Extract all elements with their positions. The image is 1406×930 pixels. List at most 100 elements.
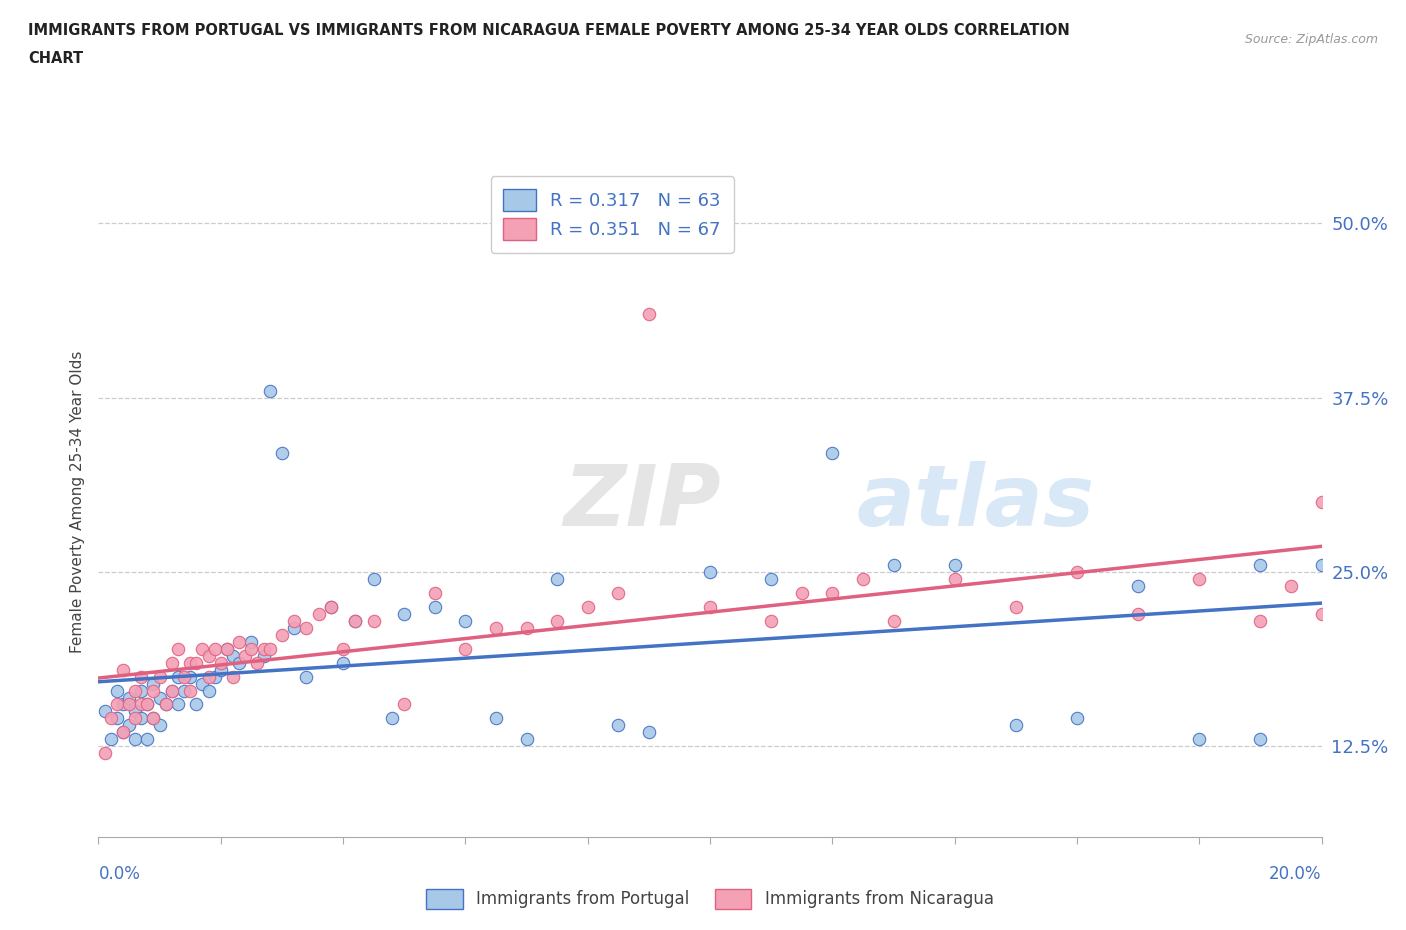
Point — [160, 656, 183, 671]
Point — [167, 642, 190, 657]
Point — [204, 642, 226, 657]
Point — [1249, 558, 1271, 573]
Text: atlas: atlas — [856, 460, 1095, 544]
Point — [160, 683, 183, 698]
Point — [215, 642, 238, 657]
Point — [155, 698, 177, 712]
Point — [252, 648, 274, 663]
Point — [943, 558, 966, 573]
Point — [392, 698, 416, 712]
Point — [516, 732, 538, 747]
Point — [699, 565, 721, 579]
Point — [1249, 732, 1271, 747]
Point — [852, 572, 875, 587]
Point — [155, 698, 177, 712]
Point — [173, 683, 195, 698]
Text: IMMIGRANTS FROM PORTUGAL VS IMMIGRANTS FROM NICARAGUA FEMALE POVERTY AMONG 25-34: IMMIGRANTS FROM PORTUGAL VS IMMIGRANTS F… — [28, 23, 1070, 38]
Point — [576, 600, 599, 615]
Point — [105, 698, 128, 712]
Point — [1310, 606, 1333, 621]
Point — [173, 670, 195, 684]
Point — [759, 572, 782, 587]
Point — [381, 711, 404, 726]
Point — [1004, 600, 1026, 615]
Point — [759, 614, 782, 629]
Text: 20.0%: 20.0% — [1270, 865, 1322, 883]
Point — [637, 725, 661, 740]
Point — [124, 683, 146, 698]
Point — [124, 711, 146, 726]
Point — [191, 642, 214, 657]
Text: CHART: CHART — [28, 51, 83, 66]
Point — [270, 628, 292, 643]
Point — [790, 586, 813, 601]
Point — [259, 383, 281, 398]
Point — [546, 572, 568, 587]
Point — [270, 446, 292, 461]
Point — [160, 683, 183, 698]
Point — [197, 683, 219, 698]
Point — [124, 732, 146, 747]
Legend: Immigrants from Portugal, Immigrants from Nicaragua: Immigrants from Portugal, Immigrants fro… — [420, 882, 1000, 916]
Point — [215, 642, 238, 657]
Point — [191, 676, 214, 691]
Point — [485, 620, 508, 635]
Point — [1188, 732, 1211, 747]
Point — [319, 600, 342, 615]
Point — [105, 683, 128, 698]
Y-axis label: Female Poverty Among 25-34 Year Olds: Female Poverty Among 25-34 Year Olds — [69, 351, 84, 654]
Point — [344, 614, 367, 629]
Point — [142, 683, 165, 698]
Point — [363, 614, 385, 629]
Point — [295, 620, 318, 635]
Point — [319, 600, 342, 615]
Point — [246, 656, 269, 671]
Point — [637, 307, 661, 322]
Point — [167, 670, 190, 684]
Point — [1004, 718, 1026, 733]
Point — [129, 683, 152, 698]
Point — [516, 620, 538, 635]
Point — [699, 600, 721, 615]
Text: ZIP: ZIP — [564, 460, 721, 544]
Point — [1249, 614, 1271, 629]
Point — [607, 718, 630, 733]
Point — [118, 718, 141, 733]
Point — [283, 620, 305, 635]
Point — [485, 711, 508, 726]
Point — [149, 690, 172, 705]
Point — [363, 572, 385, 587]
Point — [1066, 711, 1088, 726]
Point — [240, 642, 263, 657]
Point — [93, 704, 115, 719]
Point — [124, 704, 146, 719]
Point — [111, 698, 134, 712]
Point — [222, 648, 245, 663]
Point — [179, 670, 201, 684]
Point — [100, 732, 122, 747]
Point — [943, 572, 966, 587]
Point — [607, 586, 630, 601]
Point — [454, 642, 477, 657]
Point — [142, 711, 165, 726]
Point — [105, 711, 128, 726]
Point — [883, 614, 905, 629]
Point — [167, 698, 190, 712]
Point — [186, 698, 208, 712]
Point — [392, 606, 416, 621]
Point — [821, 446, 844, 461]
Point — [252, 642, 274, 657]
Point — [308, 606, 330, 621]
Point — [1310, 558, 1333, 573]
Point — [179, 683, 201, 698]
Point — [332, 656, 354, 671]
Point — [204, 670, 226, 684]
Point — [423, 586, 446, 601]
Point — [1128, 578, 1150, 593]
Point — [136, 732, 159, 747]
Point — [883, 558, 905, 573]
Point — [546, 614, 568, 629]
Point — [423, 600, 446, 615]
Point — [228, 656, 250, 671]
Point — [118, 690, 141, 705]
